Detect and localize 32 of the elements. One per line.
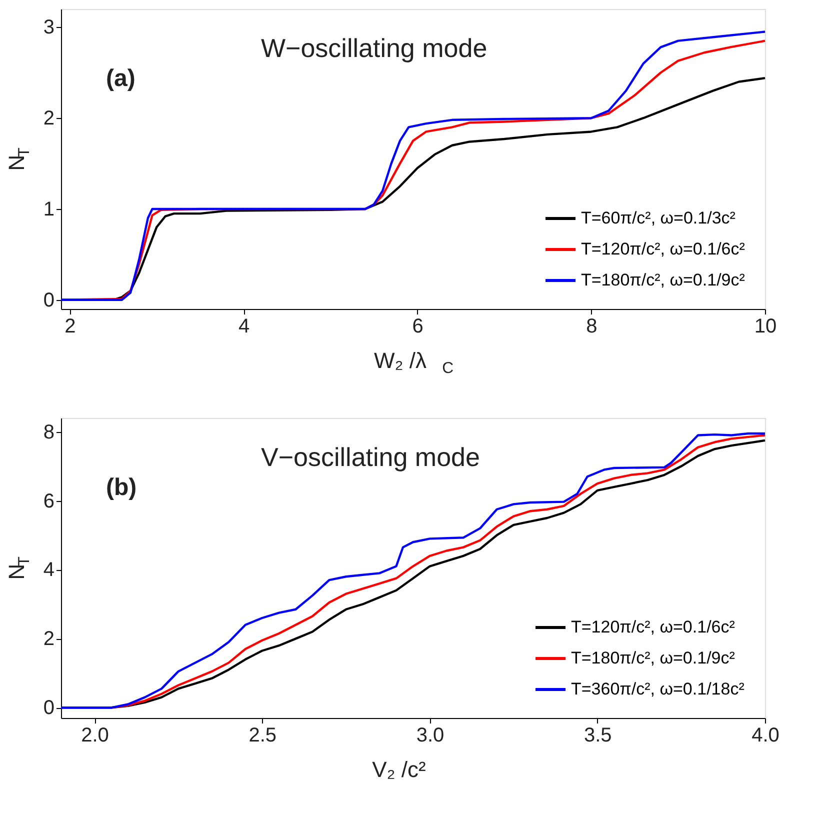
annotation: W−oscillating mode — [261, 33, 488, 63]
x-axis-title: V₂ /c² — [372, 757, 426, 782]
y-tick-label: 3 — [43, 16, 54, 39]
legend-label: T=60π/c², ω=0.1/3c² — [581, 208, 736, 228]
y-tick-label: 2 — [43, 108, 54, 130]
y-tick-label: 0 — [43, 289, 54, 312]
y-tick-label: 6 — [43, 490, 54, 512]
legend-label: T=180π/c², ω=0.1/9c² — [581, 270, 746, 290]
x-tick-label: 2.0 — [81, 724, 109, 746]
x-tick-label: 2.5 — [248, 724, 277, 746]
x-tick-label: 4.0 — [752, 724, 780, 746]
y-tick-label: 0 — [43, 697, 54, 720]
y-tick-label: 2 — [43, 628, 54, 650]
annotation: (b) — [106, 474, 137, 501]
x-tick-label: 10 — [754, 316, 777, 338]
y-tick-label: 4 — [43, 559, 54, 582]
x-tick-label: 6 — [412, 316, 424, 338]
y-tick-label: 1 — [43, 198, 54, 220]
annotation: V−oscillating mode — [261, 442, 480, 472]
y-axis-title: NT — [4, 147, 33, 171]
x-tick-label: 4 — [238, 316, 250, 338]
x-tick-label: 3.0 — [416, 724, 444, 746]
x-tick-label: 8 — [586, 316, 598, 338]
y-tick-label: 8 — [43, 421, 54, 444]
x-tick-label: 2 — [64, 316, 76, 338]
legend-label: T=180π/c², ω=0.1/9c² — [571, 648, 736, 668]
legend-label: T=360π/c², ω=0.1/18c² — [571, 680, 745, 698]
y-axis-title: NT — [4, 556, 33, 580]
annotation: (a) — [106, 65, 136, 92]
x-tick-label: 3.5 — [584, 724, 612, 746]
legend-label: T=120π/c², ω=0.1/6c² — [581, 240, 746, 258]
legend-label: T=120π/c², ω=0.1/6c² — [571, 618, 736, 636]
